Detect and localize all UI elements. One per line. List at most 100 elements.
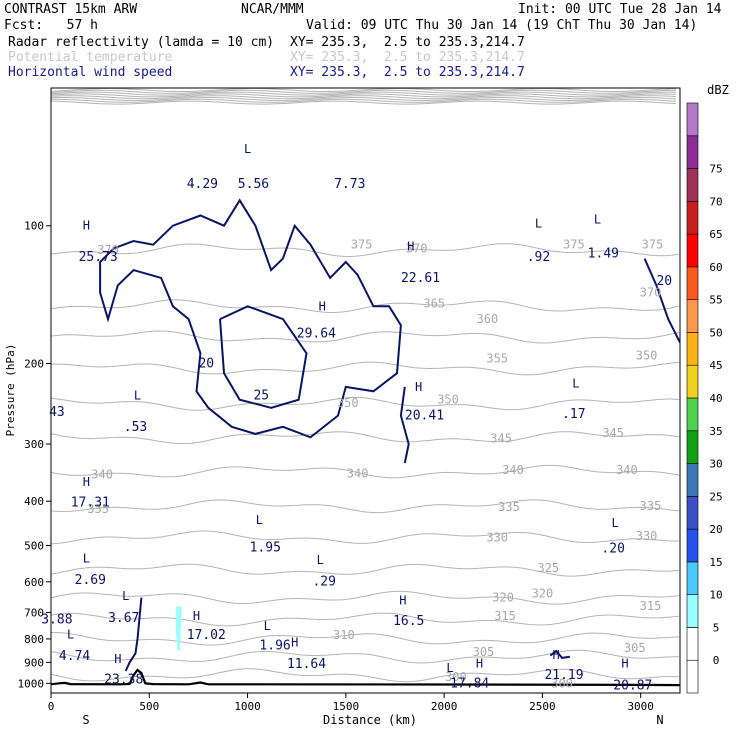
- x-tick-label: 500: [139, 700, 159, 713]
- colorbar-label: 55: [709, 294, 722, 307]
- valid-time: Valid: 09 UTC Thu 30 Jan 14 (19 ChT Thu …: [306, 18, 698, 33]
- y-tick-label: 500: [24, 540, 44, 553]
- theta-contour-340: [51, 464, 680, 479]
- theta-contours: [51, 88, 680, 683]
- theta-contour-335: [51, 499, 680, 514]
- axes: 0 500 1000 1500 2000 2500 3000 100 200 300 400 500 6…: [18, 220, 654, 713]
- wind-speed-label: 16.5: [393, 614, 424, 629]
- y-tick-label: 200: [24, 357, 44, 370]
- wind-speed-label: 11.64: [287, 657, 326, 672]
- terrain-line: [51, 668, 680, 687]
- colorbar-label: 20: [709, 523, 722, 536]
- theta-label: 355: [486, 351, 508, 365]
- theta-contour-upper: [51, 91, 677, 96]
- plot-frame: [50, 87, 681, 694]
- field-name-wind: Horizontal wind speed: [8, 65, 173, 80]
- wind-speed-label: 1.96: [259, 638, 290, 653]
- theta-label: 370: [640, 286, 662, 300]
- low-marker: L: [244, 142, 251, 156]
- init-time: Init: 00 UTC Tue 28 Jan 14: [518, 2, 722, 17]
- theta-label: 370: [406, 241, 428, 255]
- x-tick-label: 1000: [234, 700, 261, 713]
- reflectivity-cell: [175, 606, 182, 652]
- colorbar-label: 35: [709, 425, 722, 438]
- wind-speed-label: 20.41: [405, 409, 444, 424]
- wind-speed-label: 5.56: [238, 177, 269, 192]
- wind-speed-label: .53: [124, 420, 147, 435]
- wind-speed-label: 1.95: [250, 541, 281, 556]
- theta-label: 375: [563, 238, 585, 252]
- wind-speed-label: .92: [527, 250, 550, 265]
- theta-contour-upper: [51, 89, 677, 94]
- wind-speed-label: 4.29: [187, 177, 218, 192]
- colorbar-swatch: [686, 659, 699, 694]
- colorbar-label: 5: [713, 621, 720, 634]
- wind-contour-20-se: [549, 649, 571, 659]
- wind-contour-20: [99, 198, 402, 439]
- colorbar-swatch: [686, 561, 699, 595]
- y-tick-label: 100: [24, 220, 44, 233]
- colorbar: 0 5 10 15 20 25 30 35 40 45 50 55 60 65 70 75: [686, 102, 723, 694]
- endpoint-left: S: [82, 713, 89, 727]
- wind-speed-label: .20: [601, 542, 624, 557]
- colorbar-label: 15: [709, 556, 722, 569]
- field-name-theta: Potential temperature: [8, 50, 173, 65]
- wind-speed-label: 4.74: [59, 649, 90, 664]
- high-marker: H: [407, 239, 414, 253]
- colorbar-label: 65: [709, 228, 722, 241]
- theta-label: 300: [551, 676, 573, 690]
- field-name-reflectivity: Radar reflectivity (lamda = 10 cm): [8, 35, 275, 50]
- high-marker: H: [553, 648, 560, 662]
- wind-speed-label: 17.31: [71, 496, 110, 511]
- endpoint-right: N: [656, 713, 663, 727]
- wind-speed-label: 20.87: [613, 678, 652, 693]
- high-marker: H: [621, 656, 628, 670]
- theta-label: 330: [636, 529, 658, 543]
- wind-speed-label: 20: [656, 274, 672, 289]
- colorbar-swatch: [686, 627, 699, 661]
- theta-contour-350: [51, 396, 680, 411]
- theta-contour-320: [51, 590, 680, 605]
- theta-label: 345: [490, 432, 512, 446]
- colorbar-swatch: [686, 528, 699, 563]
- wind-contours: [99, 198, 680, 672]
- wind-speed-label: 1.49: [588, 247, 619, 262]
- colorbar-swatch: [686, 266, 699, 300]
- theta-label: 350: [337, 396, 359, 410]
- wind-speed-label: 21.19: [544, 668, 583, 683]
- high-marker: H: [415, 380, 422, 394]
- x-axis-label: Distance (km): [323, 713, 417, 727]
- low-marker: L: [83, 551, 90, 565]
- wind-speed-label: 23.38: [104, 672, 143, 687]
- low-marker: L: [612, 516, 619, 530]
- colorbar-label: 40: [709, 392, 722, 405]
- theta-label: 350: [636, 348, 658, 362]
- colorbar-label: 0: [713, 654, 720, 667]
- colorbar-swatch: [686, 332, 699, 366]
- theta-contour-310: [51, 632, 680, 646]
- colorbar-label: 50: [709, 326, 722, 339]
- theta-label: 340: [502, 463, 524, 477]
- wind-contour-25: [219, 305, 308, 409]
- y-tick-label: 900: [24, 656, 44, 669]
- x-tick-label: 3000: [627, 700, 654, 713]
- theta-label: 350: [437, 393, 459, 407]
- high-marker: H: [83, 219, 90, 233]
- colorbar-label: 30: [709, 458, 722, 471]
- theta-contour-330: [51, 530, 679, 545]
- low-marker: L: [134, 389, 141, 403]
- theta-label: 305: [624, 641, 646, 655]
- colorbar-label: 10: [709, 589, 722, 602]
- theta-contour-355: [51, 361, 680, 376]
- high-marker: H: [291, 636, 298, 650]
- theta-label: 360: [477, 312, 499, 326]
- colorbar-label: 45: [709, 359, 722, 372]
- colorbar-swatch: [686, 397, 699, 432]
- low-marker: L: [572, 376, 579, 390]
- theta-contour-325: [51, 563, 680, 577]
- high-marker: H: [114, 652, 121, 666]
- theta-label: 340: [616, 463, 638, 477]
- y-tick-label: 300: [24, 438, 44, 451]
- colorbar-label: 60: [709, 261, 722, 274]
